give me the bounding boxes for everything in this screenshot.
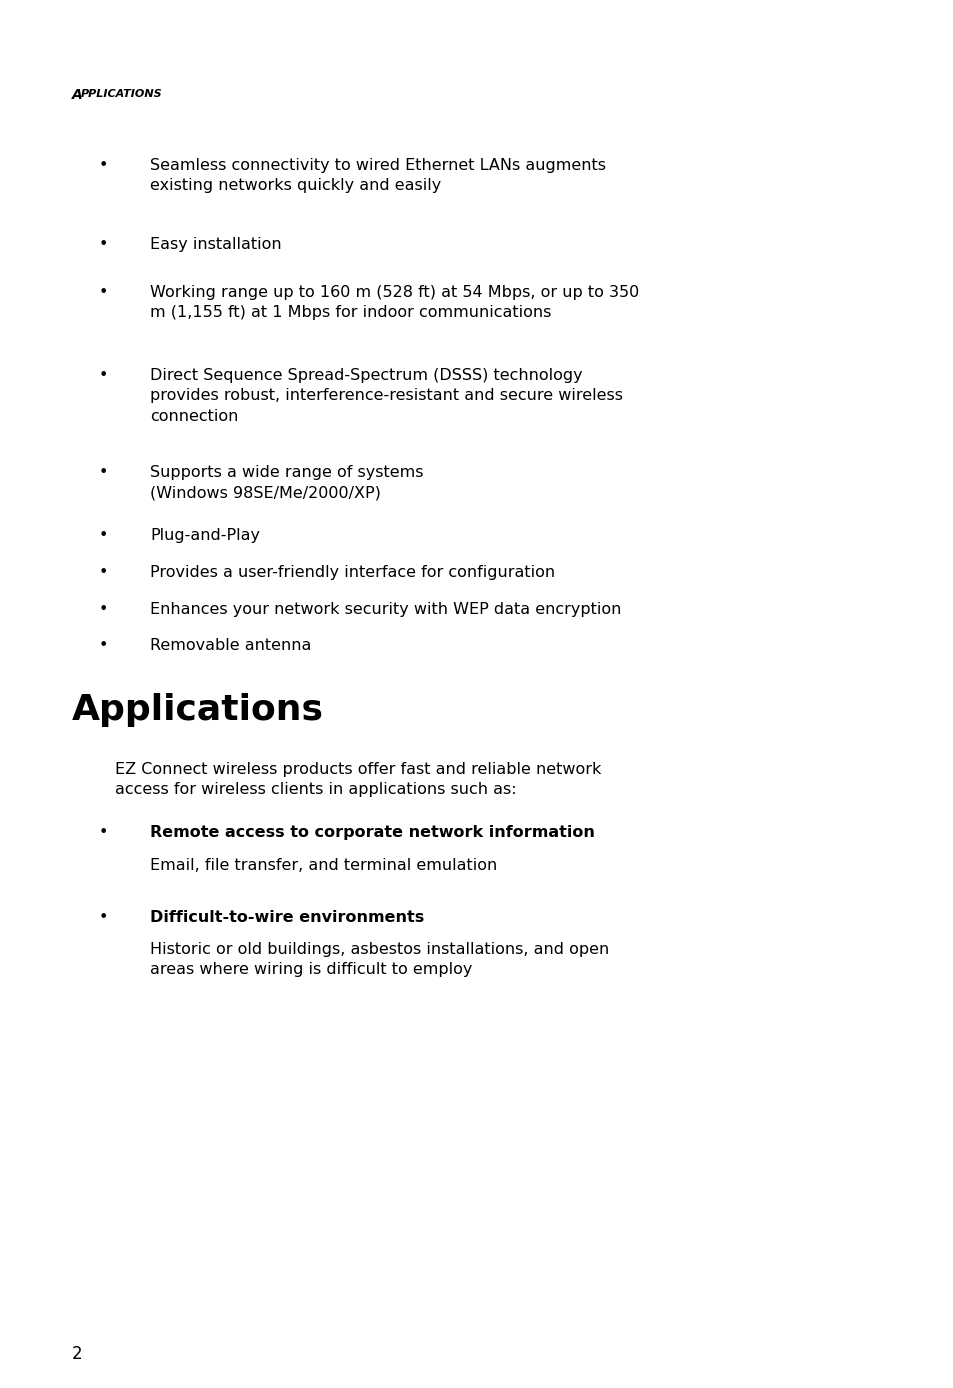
Text: •: •	[98, 158, 108, 174]
Text: •: •	[98, 824, 108, 840]
Text: Provides a user-friendly interface for configuration: Provides a user-friendly interface for c…	[150, 565, 555, 580]
Text: •: •	[98, 565, 108, 580]
Text: •: •	[98, 368, 108, 383]
Text: •: •	[98, 638, 108, 652]
Text: Plug-and-Play: Plug-and-Play	[150, 527, 260, 543]
Text: Applications: Applications	[71, 693, 324, 727]
Text: Supports a wide range of systems
(Windows 98SE/Me/2000/XP): Supports a wide range of systems (Window…	[150, 465, 423, 501]
Text: •: •	[98, 465, 108, 480]
Text: EZ Connect wireless products offer fast and reliable network
access for wireless: EZ Connect wireless products offer fast …	[115, 762, 600, 797]
Text: Historic or old buildings, asbestos installations, and open
areas where wiring i: Historic or old buildings, asbestos inst…	[150, 942, 609, 977]
Text: •: •	[98, 237, 108, 253]
Text: PPLICATIONS: PPLICATIONS	[81, 89, 162, 99]
Text: Enhances your network security with WEP data encryption: Enhances your network security with WEP …	[150, 602, 620, 618]
Text: Direct Sequence Spread-Spectrum (DSSS) technology
provides robust, interference-: Direct Sequence Spread-Spectrum (DSSS) t…	[150, 368, 622, 423]
Text: Working range up to 160 m (528 ft) at 54 Mbps, or up to 350
m (1,155 ft) at 1 Mb: Working range up to 160 m (528 ft) at 54…	[150, 285, 639, 321]
Text: Seamless connectivity to wired Ethernet LANs augments
existing networks quickly : Seamless connectivity to wired Ethernet …	[150, 158, 605, 193]
Text: Easy installation: Easy installation	[150, 237, 281, 253]
Text: •: •	[98, 911, 108, 924]
Text: Removable antenna: Removable antenna	[150, 638, 311, 652]
Text: •: •	[98, 285, 108, 300]
Text: •: •	[98, 602, 108, 618]
Text: Difficult-to-wire environments: Difficult-to-wire environments	[150, 911, 424, 924]
Text: A: A	[71, 87, 83, 101]
Text: Email, file transfer, and terminal emulation: Email, file transfer, and terminal emula…	[150, 858, 497, 873]
Text: Remote access to corporate network information: Remote access to corporate network infor…	[150, 824, 595, 840]
Text: •: •	[98, 527, 108, 543]
Text: 2: 2	[71, 1345, 83, 1363]
